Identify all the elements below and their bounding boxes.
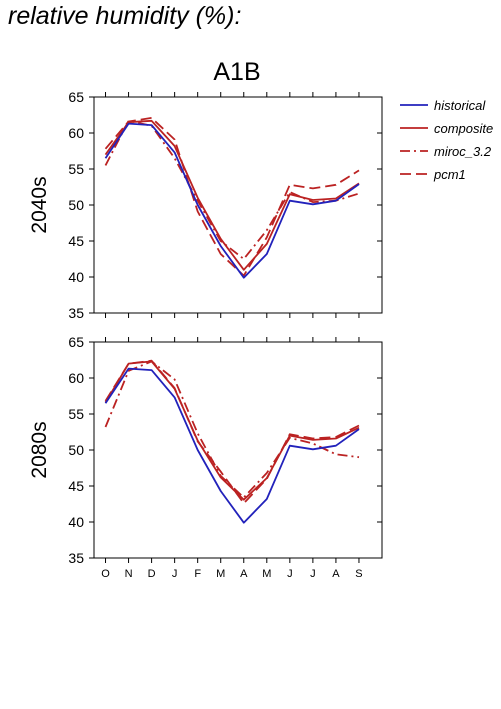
- series-line-historical: [104, 122, 360, 279]
- y-tick-label: 40: [68, 269, 84, 285]
- y-tick-label: 55: [68, 161, 84, 177]
- series-line-miroc-3-2: [104, 119, 360, 260]
- panel-2040s: 35 40 45 50 55 60 65 2040s: [28, 89, 383, 321]
- x-tick-label: J: [310, 568, 316, 580]
- series-line-composite: [104, 119, 360, 271]
- series-line-miroc-3-2: [104, 360, 360, 499]
- legend-item: historical: [400, 98, 486, 113]
- panel-2080s: 35 40 45 50 55 60 65 O N D J F M A M J J A S 2080s: [28, 334, 383, 580]
- x-tick-label: A: [240, 568, 248, 580]
- legend-label: pcm1: [433, 167, 466, 182]
- y-axis-label: 2040s: [28, 176, 51, 233]
- x-tick-label: N: [125, 568, 133, 580]
- y-tick-label: 60: [68, 125, 84, 141]
- y-tick-label: 45: [68, 233, 84, 249]
- x-tick-label: O: [101, 568, 110, 580]
- y-tick-label: 65: [68, 334, 84, 350]
- y-tick-label: 35: [68, 550, 84, 566]
- series-line-pcm1: [104, 359, 360, 505]
- legend-item: composite: [400, 121, 493, 136]
- plot-frame: [93, 96, 383, 314]
- x-tick-label: D: [148, 568, 156, 580]
- y-tick-label: 35: [68, 305, 84, 321]
- legend-label: composite: [434, 121, 493, 136]
- y-tick-label: 45: [68, 478, 84, 494]
- y-tick-label: 40: [68, 514, 84, 530]
- y-tick-label: 50: [68, 197, 84, 213]
- chart-title: A1B: [213, 58, 260, 86]
- legend-item: pcm1: [400, 167, 466, 182]
- chart-panels: 35 40 45 50 55 60 65 2040s 35 40 45 50 55 60 65 O N D J F M A…: [28, 89, 383, 580]
- y-tick-label: 55: [68, 406, 84, 422]
- x-tick-label: J: [287, 568, 293, 580]
- x-tick-label: M: [262, 568, 271, 580]
- figure-heading: relative humidity (%):: [8, 2, 242, 30]
- legend-label: historical: [434, 98, 486, 113]
- y-tick-label: 65: [68, 89, 84, 105]
- y-tick-label: 50: [68, 442, 84, 458]
- series-line-pcm1: [104, 117, 360, 277]
- x-tick-label: F: [194, 568, 201, 580]
- x-tick-label: M: [216, 568, 225, 580]
- x-tick-label: S: [355, 568, 362, 580]
- x-tick-label: A: [332, 568, 340, 580]
- legend-label: miroc_3.2: [434, 144, 492, 159]
- series-line-composite: [104, 360, 360, 501]
- y-tick-label: 60: [68, 370, 84, 386]
- x-tick-label: J: [172, 568, 178, 580]
- chart-legend: historical composite miroc_3.2 pcm1: [400, 98, 493, 182]
- legend-item: miroc_3.2: [400, 144, 492, 159]
- y-axis-label: 2080s: [28, 421, 51, 478]
- plot-frame: [93, 341, 383, 559]
- series-line-historical: [104, 367, 360, 524]
